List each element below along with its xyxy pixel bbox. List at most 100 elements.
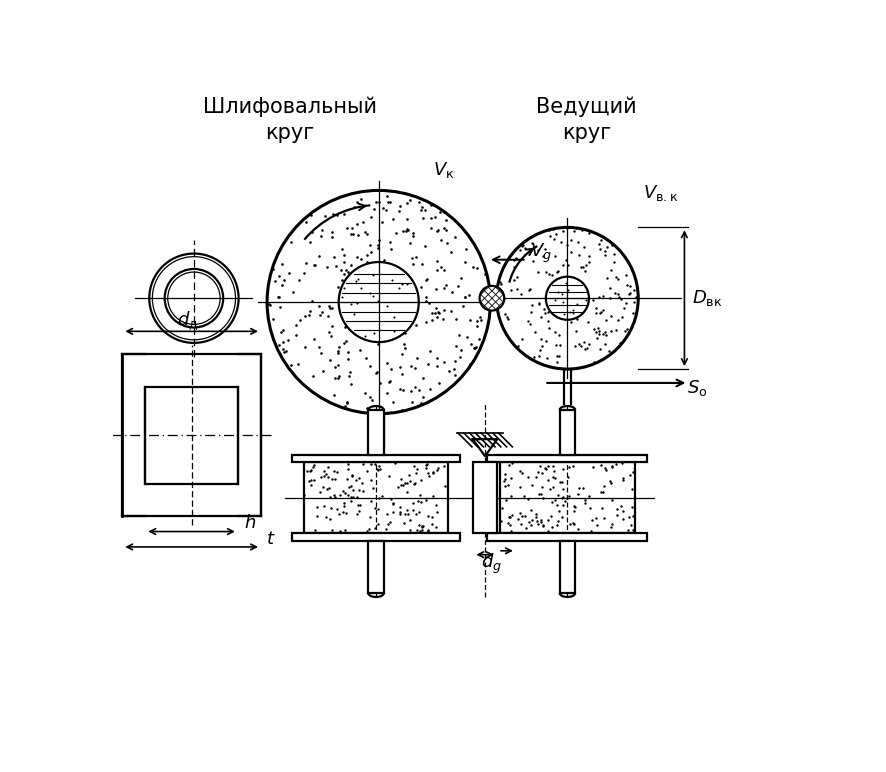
Point	[466, 342, 480, 354]
Point	[337, 208, 351, 220]
Point	[362, 360, 377, 372]
Point	[368, 458, 382, 470]
Point	[492, 296, 506, 309]
Point	[416, 195, 431, 207]
Point	[339, 398, 354, 410]
Point	[349, 297, 363, 310]
Point	[324, 320, 338, 332]
Point	[603, 460, 618, 472]
Point	[266, 262, 280, 275]
Point	[275, 259, 289, 271]
Point	[619, 279, 633, 291]
Point	[276, 343, 290, 355]
Point	[602, 475, 617, 487]
Point	[614, 457, 628, 469]
Point	[317, 210, 331, 222]
Point	[354, 193, 368, 205]
Point	[626, 307, 640, 320]
Point	[262, 299, 276, 311]
Point	[592, 243, 606, 256]
Point	[429, 520, 443, 533]
Point	[603, 264, 618, 276]
Point	[323, 491, 337, 503]
Point	[541, 268, 556, 280]
Point	[271, 291, 285, 303]
Point	[447, 355, 462, 367]
Point	[272, 300, 286, 313]
Point	[596, 480, 610, 493]
Point	[497, 307, 511, 320]
Point	[370, 239, 385, 251]
Point	[570, 313, 584, 325]
Point	[384, 493, 398, 506]
Point	[588, 302, 602, 314]
Point	[527, 326, 541, 338]
Point	[330, 347, 345, 360]
Point	[516, 239, 530, 251]
Bar	[291, 455, 460, 462]
Point	[379, 300, 393, 313]
Point	[314, 347, 328, 359]
Point	[623, 469, 637, 481]
Point	[424, 511, 439, 523]
Point	[568, 222, 582, 235]
Point	[406, 504, 420, 516]
Point	[396, 225, 410, 237]
Point	[610, 314, 625, 327]
Point	[391, 205, 405, 218]
Point	[595, 328, 610, 340]
Point	[624, 500, 638, 513]
Point	[372, 324, 386, 337]
Point	[314, 471, 328, 483]
Point	[327, 465, 341, 477]
Point	[541, 224, 556, 236]
Bar	[368, 410, 384, 455]
Point	[337, 249, 351, 262]
Point	[560, 259, 574, 272]
Point	[520, 493, 534, 505]
Point	[343, 298, 357, 310]
Point	[525, 255, 539, 267]
Point	[548, 249, 562, 262]
Point	[420, 467, 434, 479]
Point	[339, 396, 354, 408]
Point	[316, 465, 330, 477]
Point	[328, 472, 342, 485]
Point	[498, 473, 512, 486]
Point	[566, 504, 580, 516]
Point	[594, 233, 608, 245]
Point	[289, 319, 303, 331]
Point	[396, 384, 410, 396]
Point	[370, 295, 385, 307]
Point	[369, 462, 384, 475]
Bar	[122, 354, 260, 516]
Point	[501, 479, 515, 491]
Point	[392, 507, 407, 520]
Point	[415, 201, 429, 213]
Point	[606, 247, 620, 259]
Point	[382, 470, 396, 482]
Point	[497, 468, 511, 480]
Point	[431, 224, 445, 236]
Point	[623, 519, 637, 531]
Point	[337, 337, 351, 349]
Point	[403, 475, 417, 487]
Point	[566, 225, 580, 237]
Point	[352, 472, 366, 484]
Point	[544, 510, 558, 522]
Point	[470, 315, 484, 327]
Point	[378, 204, 392, 216]
Point	[331, 508, 346, 520]
Point	[379, 388, 393, 400]
Point	[380, 196, 394, 208]
Point	[597, 338, 611, 350]
Point	[410, 495, 424, 507]
Point	[327, 251, 341, 263]
Point	[514, 467, 528, 479]
Point	[385, 213, 400, 225]
Point	[346, 490, 360, 503]
Point	[469, 340, 483, 353]
Point	[366, 290, 380, 302]
Point	[297, 489, 311, 501]
Point	[428, 307, 442, 320]
